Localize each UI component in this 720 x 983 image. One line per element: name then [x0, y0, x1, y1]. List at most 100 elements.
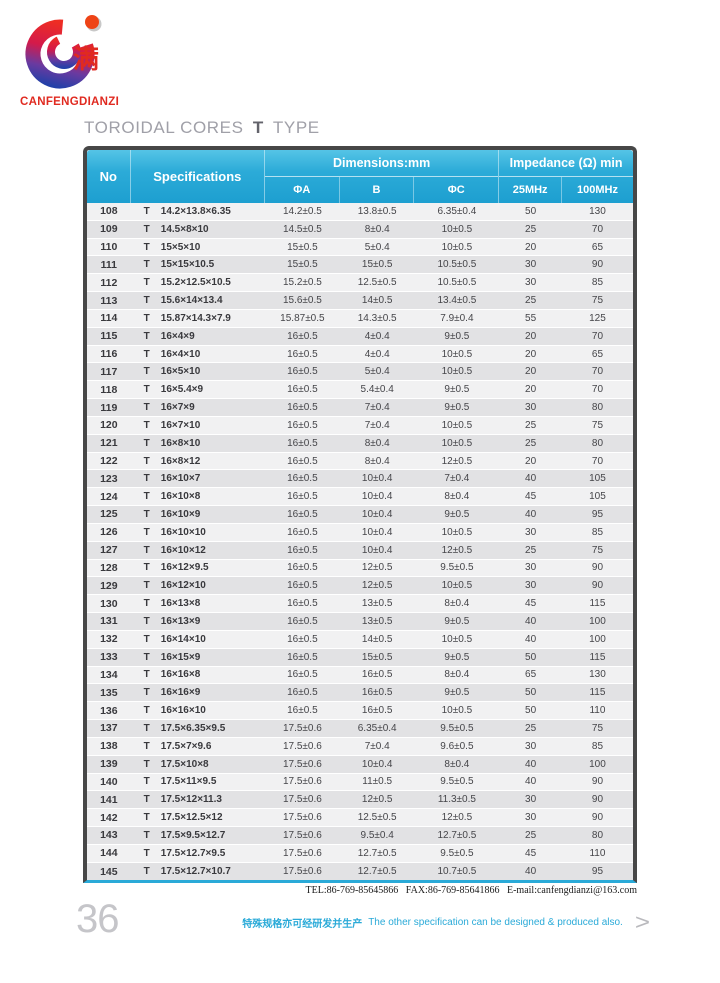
spec-type-letter: T — [143, 722, 150, 734]
impedance-25mhz-value: 40 — [525, 473, 537, 485]
spec-type-letter: T — [143, 473, 150, 485]
row-number: 119 — [100, 401, 118, 414]
impedance-25mhz-value: 20 — [525, 384, 537, 396]
spec-cell: T 16×10×9 — [131, 509, 265, 520]
spec-type-letter: T — [143, 259, 150, 271]
dim-b-value: 13±0.5 — [361, 598, 393, 610]
dim-phi-c-value: 12±0.5 — [441, 455, 473, 467]
dim-phi-a-value: 16±0.5 — [287, 526, 318, 538]
impedance-100mhz-value: 85 — [591, 740, 604, 752]
dim-phi-c-value: 10±0.5 — [441, 366, 473, 378]
dim-phi-a-value: 16±0.5 — [287, 562, 318, 574]
spec-type-letter: T — [143, 437, 150, 449]
spec-type-letter: T — [143, 223, 150, 235]
table-row: 130 T 16×13×8 16±0.5 13±0.5 8±0.4 45 115 — [87, 595, 633, 614]
dim-b-value: 6.35±0.4 — [357, 722, 397, 734]
row-number: 144 — [100, 847, 118, 860]
impedance-100mhz-value: 95 — [591, 508, 604, 520]
dim-phi-c-value: 10±0.5 — [441, 241, 473, 253]
spec-cell: T 14.2×13.8×6.35 — [131, 206, 265, 217]
spec-type-letter: T — [143, 419, 150, 431]
dim-b-value: 12±0.5 — [361, 794, 393, 806]
impedance-100mhz-value: 70 — [591, 455, 604, 467]
impedance-100mhz-value: 90 — [591, 812, 604, 824]
impedance-100mhz-value: 95 — [591, 866, 604, 878]
spec-cell: T 17.5×10×8 — [131, 759, 265, 770]
spec-type-letter: T — [143, 740, 150, 752]
spec-dimensions: 16×10×9 — [160, 508, 201, 520]
dim-b-value: 4±0.4 — [364, 348, 390, 360]
spec-dimensions: 16×4×9 — [160, 330, 195, 342]
spec-dimensions: 14.5×8×10 — [160, 223, 209, 235]
dim-phi-c-value: 10±0.5 — [441, 705, 473, 717]
spec-type-letter: T — [143, 402, 150, 414]
dim-b-value: 16±0.5 — [361, 687, 393, 699]
spec-type-letter: T — [143, 348, 150, 360]
spec-cell: T 16×10×12 — [131, 545, 265, 556]
spec-cell: T 17.5×12.5×12 — [131, 812, 265, 823]
impedance-100mhz-value: 110 — [589, 847, 606, 859]
spec-type-letter: T — [143, 455, 150, 467]
impedance-25mhz-value: 30 — [525, 794, 537, 806]
impedance-100mhz-value: 75 — [591, 295, 604, 307]
impedance-100mhz-value: 70 — [591, 223, 604, 235]
impedance-25mhz-value: 20 — [525, 348, 537, 360]
spec-cell: T 16×7×10 — [131, 420, 265, 431]
impedance-25mhz-value: 25 — [525, 295, 537, 307]
dim-phi-a-value: 17.5±0.6 — [282, 776, 322, 788]
row-number: 145 — [100, 865, 118, 878]
col-header-no: No — [87, 150, 131, 203]
dim-phi-a-value: 16±0.5 — [287, 419, 318, 431]
row-number: 118 — [100, 383, 118, 396]
dim-phi-c-value: 9.6±0.5 — [440, 740, 474, 752]
spec-dimensions: 15×15×10.5 — [160, 259, 215, 271]
dim-phi-c-value: 9±0.5 — [444, 330, 470, 342]
spec-dimensions: 17.5×7×9.6 — [160, 740, 212, 752]
impedance-25mhz-value: 25 — [525, 223, 537, 235]
row-number: 141 — [100, 793, 118, 806]
impedance-100mhz-value: 90 — [591, 776, 604, 788]
row-number: 108 — [100, 205, 118, 218]
impedance-25mhz-value: 30 — [525, 812, 537, 824]
dim-phi-c-value: 9.5±0.5 — [440, 562, 474, 574]
dim-phi-a-value: 16±0.5 — [287, 669, 318, 681]
impedance-25mhz-value: 20 — [525, 330, 537, 342]
dim-b-value: 12.7±0.5 — [357, 866, 397, 878]
row-number: 113 — [100, 294, 118, 307]
spec-type-letter: T — [143, 544, 150, 556]
row-number: 134 — [100, 668, 118, 681]
dim-phi-a-value: 16±0.5 — [287, 491, 318, 503]
impedance-100mhz-value: 125 — [589, 312, 606, 324]
table-row: 111 T 15×15×10.5 15±0.5 15±0.5 10.5±0.5 30 90 — [87, 256, 633, 275]
spec-cell: T 15×5×10 — [131, 242, 265, 253]
dim-b-value: 13.8±0.5 — [357, 205, 397, 217]
table-row: 124 T 16×10×8 16±0.5 10±0.4 8±0.4 45 105 — [87, 488, 633, 507]
dim-phi-c-value: 13.4±0.5 — [437, 295, 477, 307]
impedance-25mhz-value: 30 — [525, 580, 537, 592]
table-row: 141 T 17.5×12×11.3 17.5±0.6 12±0.5 11.3±0.5 30… — [87, 791, 633, 810]
impedance-100mhz-value: 80 — [591, 437, 604, 449]
impedance-100mhz-value: 115 — [589, 687, 606, 699]
spec-cell: T 16×7×9 — [131, 402, 265, 413]
spec-cell: T 17.5×7×9.6 — [131, 741, 265, 752]
dim-b-value: 15±0.5 — [361, 259, 393, 271]
spec-type-letter: T — [143, 669, 150, 681]
dim-phi-c-value: 8±0.4 — [444, 669, 470, 681]
dim-phi-a-value: 17.5±0.6 — [282, 812, 322, 824]
spec-dimensions: 16×7×9 — [160, 402, 195, 414]
spec-dimensions: 16×12×9.5 — [160, 562, 209, 574]
footer-note-chinese: 特殊规格亦可经研发并生产 — [242, 918, 363, 930]
table-row: 127 T 16×10×12 16±0.5 10±0.4 12±0.5 25 75 — [87, 541, 633, 560]
dim-phi-c-value: 10±0.5 — [441, 348, 473, 360]
table-row: 116 T 16×4×10 16±0.5 4±0.4 10±0.5 20 65 — [87, 345, 633, 364]
table-row: 122 T 16×8×12 16±0.5 8±0.4 12±0.5 20 70 — [87, 452, 633, 471]
row-number: 117 — [100, 365, 118, 378]
row-number: 123 — [100, 472, 118, 485]
dim-phi-c-value: 9.5±0.5 — [440, 847, 474, 859]
spec-type-letter: T — [143, 687, 150, 699]
dim-b-value: 9.5±0.4 — [360, 829, 394, 841]
dim-phi-a-value: 15.6±0.5 — [282, 295, 322, 307]
spec-dimensions: 17.5×12.5×12 — [160, 812, 223, 824]
dim-phi-c-value: 10±0.5 — [441, 580, 473, 592]
impedance-25mhz-value: 50 — [525, 687, 537, 699]
